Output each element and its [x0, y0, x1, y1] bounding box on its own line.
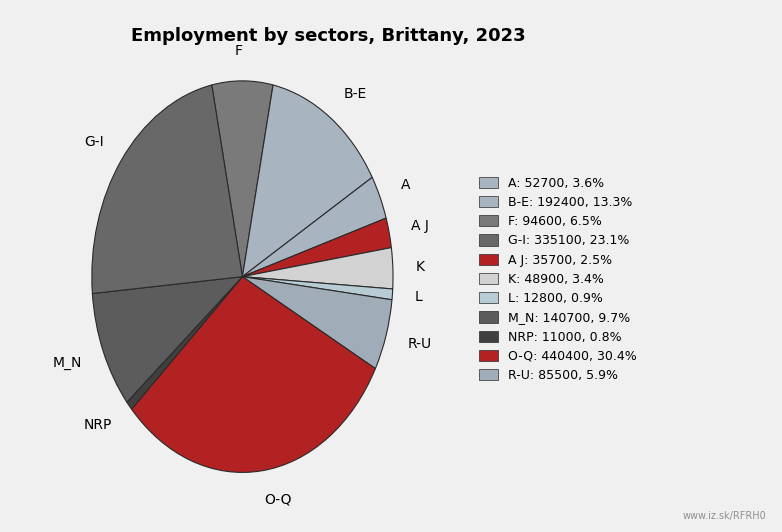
Text: O-Q: O-Q	[264, 493, 292, 507]
Legend: A: 52700, 3.6%, B-E: 192400, 13.3%, F: 94600, 6.5%, G-I: 335100, 23.1%, A J: 357: A: 52700, 3.6%, B-E: 192400, 13.3%, F: 9…	[475, 173, 640, 386]
Text: NRP: NRP	[84, 418, 113, 432]
Wedge shape	[242, 85, 372, 277]
Text: www.iz.sk/RFRH0: www.iz.sk/RFRH0	[683, 511, 766, 521]
Wedge shape	[92, 277, 242, 402]
Wedge shape	[131, 277, 375, 472]
Wedge shape	[242, 247, 393, 289]
Wedge shape	[212, 81, 273, 277]
Wedge shape	[91, 85, 242, 294]
Text: F: F	[235, 45, 242, 59]
Wedge shape	[127, 277, 242, 409]
Text: A: A	[400, 178, 411, 192]
Wedge shape	[242, 277, 393, 300]
Wedge shape	[242, 218, 391, 277]
Text: B-E: B-E	[343, 87, 367, 101]
Text: Employment by sectors, Brittany, 2023: Employment by sectors, Brittany, 2023	[131, 27, 526, 45]
Wedge shape	[242, 177, 386, 277]
Text: L: L	[415, 290, 422, 304]
Text: A J: A J	[411, 219, 429, 233]
Text: R-U: R-U	[407, 337, 432, 351]
Text: G-I: G-I	[84, 135, 103, 149]
Text: M_N: M_N	[53, 355, 82, 370]
Wedge shape	[242, 277, 392, 369]
Text: K: K	[415, 260, 425, 274]
